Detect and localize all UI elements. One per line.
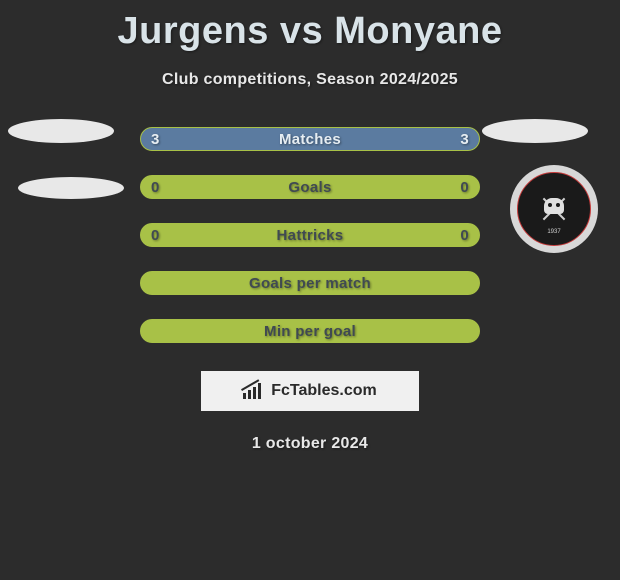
content-area: 1937 3 Matches 3 0 Goals 0 0 Hattricks 0… (0, 127, 620, 453)
stat-right-value: 0 (460, 227, 469, 244)
stat-label: Hattricks (277, 227, 344, 244)
stat-row-min-per-goal: Min per goal (140, 319, 480, 343)
stat-left-value: 0 (151, 179, 160, 196)
stat-right-value: 0 (460, 179, 469, 196)
stat-left-value: 0 (151, 227, 160, 244)
stat-row-matches: 3 Matches 3 (140, 127, 480, 151)
badge-year: 1937 (547, 229, 560, 235)
stat-label: Matches (279, 131, 341, 148)
stats-list: 3 Matches 3 0 Goals 0 0 Hattricks 0 Goal… (140, 127, 480, 343)
stat-row-goals: 0 Goals 0 (140, 175, 480, 199)
ellipse-icon (8, 119, 114, 143)
stat-label: Goals (288, 179, 331, 196)
footer-date: 1 october 2024 (0, 435, 620, 453)
bar-chart-icon (243, 383, 265, 399)
skull-icon (544, 198, 564, 214)
club-badge: 1937 (510, 165, 598, 253)
stat-row-goals-per-match: Goals per match (140, 271, 480, 295)
right-ellipse-icon (482, 119, 588, 143)
season-subtitle: Club competitions, Season 2024/2025 (0, 71, 620, 89)
stat-row-hattricks: 0 Hattricks 0 (140, 223, 480, 247)
watermark-text: FcTables.com (271, 382, 377, 400)
comparison-title: Jurgens vs Monyane (0, 0, 620, 53)
watermark: FcTables.com (201, 371, 419, 411)
stat-label: Goals per match (249, 275, 371, 292)
ellipse-icon (18, 177, 124, 199)
left-player-placeholder (8, 119, 124, 199)
club-badge-inner: 1937 (517, 172, 591, 246)
stat-right-value: 3 (460, 131, 469, 148)
stat-label: Min per goal (264, 323, 356, 340)
stat-left-value: 3 (151, 131, 160, 148)
